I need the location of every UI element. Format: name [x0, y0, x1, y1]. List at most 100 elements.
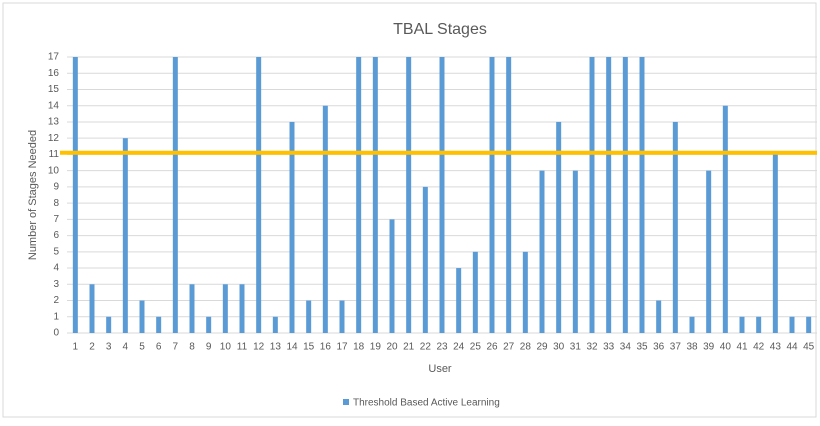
chart-title: TBAL Stages	[393, 21, 487, 38]
x-tick-label: 5	[139, 342, 145, 353]
bar	[689, 316, 695, 333]
bar	[256, 57, 262, 333]
x-tick-label: 11	[237, 342, 248, 353]
y-tick-label: 8	[53, 198, 59, 209]
x-tick-label: 20	[386, 342, 398, 353]
x-tick-label: 37	[670, 342, 682, 353]
x-tick-label: 24	[453, 342, 465, 353]
bar	[489, 57, 495, 333]
x-tick-label: 1	[73, 342, 79, 353]
x-tick-label: 34	[620, 342, 632, 353]
x-tick-label: 38	[686, 342, 698, 353]
bar	[606, 57, 612, 333]
bar	[539, 170, 545, 333]
y-tick-label: 5	[53, 246, 59, 257]
bar	[222, 284, 228, 333]
y-axis-label: Number of Stages Needed	[27, 130, 39, 260]
y-tick-label: 14	[48, 100, 60, 111]
bar	[72, 57, 78, 333]
bar	[406, 57, 412, 333]
y-tick-label: 10	[48, 165, 60, 176]
x-tick-label: 33	[603, 342, 615, 353]
bar	[306, 300, 312, 333]
y-tick-label: 3	[53, 279, 59, 290]
x-tick-label: 42	[753, 342, 765, 353]
x-tick-label: 23	[436, 342, 448, 353]
bar	[272, 316, 278, 333]
bar	[789, 316, 795, 333]
x-tick-label: 41	[736, 342, 748, 353]
x-tick-label: 13	[270, 342, 282, 353]
bar	[506, 57, 512, 333]
bar	[89, 284, 95, 333]
x-tick-label: 17	[336, 342, 348, 353]
x-tick-label: 32	[586, 342, 598, 353]
y-tick-label: 4	[53, 263, 59, 274]
bar	[206, 316, 212, 333]
y-tick-label: 2	[53, 295, 59, 306]
y-tick-label: 1	[53, 311, 59, 322]
bar	[239, 284, 245, 333]
x-tick-label: 27	[503, 342, 515, 353]
bar	[472, 251, 478, 333]
y-tick-label: 17	[48, 52, 60, 63]
x-tick-label: 19	[370, 342, 382, 353]
bar	[356, 57, 362, 333]
bar	[622, 57, 628, 333]
bar	[522, 251, 528, 333]
x-tick-label: 9	[206, 342, 212, 353]
bar	[439, 57, 445, 333]
x-tick-label: 4	[123, 342, 129, 353]
y-tick-label: 12	[48, 133, 60, 144]
x-tick-label: 29	[536, 342, 548, 353]
y-tick-label: 13	[48, 117, 60, 128]
x-tick-label: 3	[106, 342, 112, 353]
bar	[339, 300, 345, 333]
x-tick-label: 2	[89, 342, 95, 353]
bar	[422, 186, 428, 333]
x-tick-label: 28	[520, 342, 532, 353]
x-tick-label: 44	[786, 342, 798, 353]
x-tick-label: 36	[653, 342, 665, 353]
x-tick-label: 26	[486, 342, 498, 353]
bar	[589, 57, 595, 333]
bar	[739, 316, 745, 333]
bar	[456, 268, 462, 333]
bar	[139, 300, 145, 333]
x-tick-label: 7	[173, 342, 179, 353]
legend-label: Threshold Based Active Learning	[353, 398, 500, 409]
x-tick-label: 16	[320, 342, 332, 353]
bar	[389, 219, 395, 333]
bar	[122, 138, 128, 333]
bar	[189, 284, 195, 333]
bar	[372, 57, 378, 333]
x-tick-label: 39	[703, 342, 715, 353]
x-tick-label: 22	[420, 342, 432, 353]
bar	[806, 316, 812, 333]
bar	[672, 121, 678, 333]
bar	[156, 316, 162, 333]
x-tick-label: 25	[470, 342, 482, 353]
x-tick-label: 15	[303, 342, 315, 353]
bar	[656, 300, 662, 333]
y-tick-label: 0	[53, 328, 59, 339]
x-tick-label: 35	[636, 342, 648, 353]
y-tick-label: 7	[53, 214, 59, 225]
y-tick-label: 15	[48, 84, 60, 95]
x-tick-label: 43	[770, 342, 782, 353]
x-tick-label: 12	[253, 342, 265, 353]
bar	[106, 316, 112, 333]
x-axis-label: User	[428, 363, 452, 375]
bar	[772, 154, 778, 333]
y-tick-label: 6	[53, 230, 59, 241]
bar	[322, 105, 328, 334]
x-tick-label: 14	[286, 342, 298, 353]
x-tick-label: 30	[553, 342, 565, 353]
bar	[756, 316, 762, 333]
bar	[639, 57, 645, 333]
bar	[172, 57, 178, 333]
x-tick-label: 10	[220, 342, 232, 353]
y-tick-label: 11	[49, 149, 60, 160]
